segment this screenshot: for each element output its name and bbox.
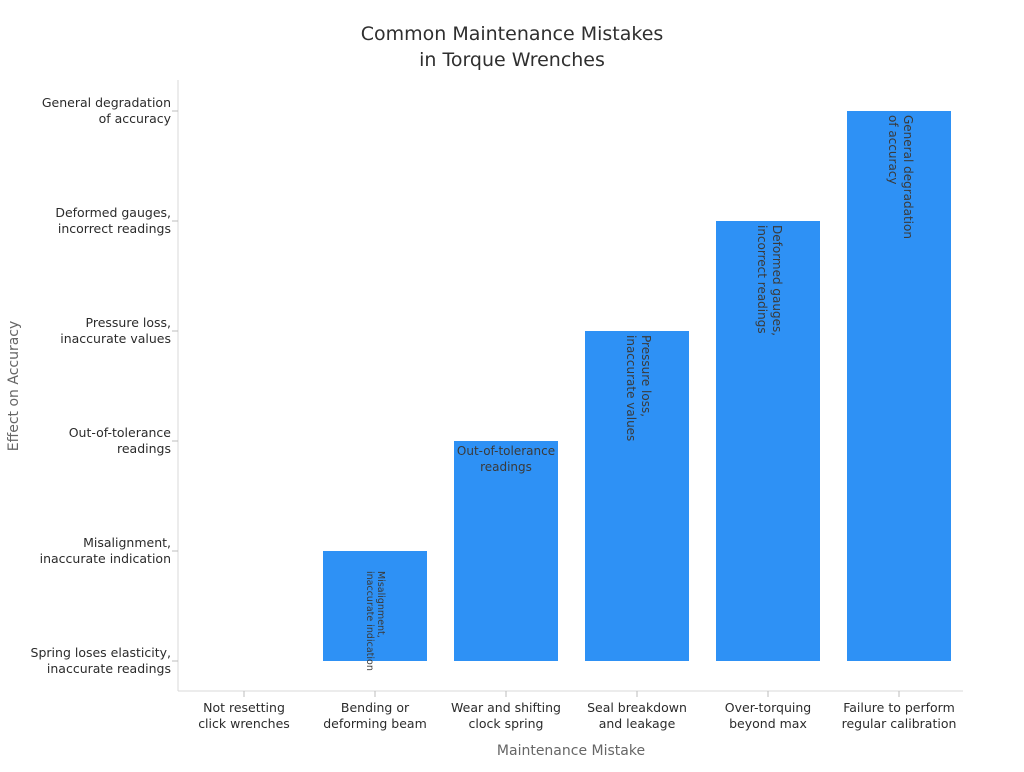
- y-tick-label-line: inaccurate readings: [47, 661, 171, 676]
- x-tick-label-line: regular calibration: [842, 716, 957, 731]
- x-tick-label-line: and leakage: [599, 716, 676, 731]
- bar-data-label-line: General degradation: [902, 115, 916, 239]
- chart-title-line: in Torque Wrenches: [419, 49, 605, 71]
- y-tick-label: Pressure loss, inaccurate values: [60, 315, 171, 346]
- y-tick-label: Misalignment, inaccurate indication: [40, 535, 171, 566]
- y-tick-label-line: Spring loses elasticity,: [31, 645, 171, 660]
- x-tick-label: Not resetting click wrenches: [198, 700, 290, 731]
- bar-data-label: General degradationof accuracy: [887, 115, 916, 239]
- bar-data-label: Misalignment,inaccurate indication: [365, 571, 387, 671]
- bar: [585, 331, 689, 661]
- x-tick-label-line: Wear and shifting: [451, 700, 561, 715]
- x-tick-label: Seal breakdown and leakage: [587, 700, 687, 731]
- y-tick-label-line: Pressure loss,: [86, 315, 171, 330]
- x-tick-label-line: Seal breakdown: [587, 700, 687, 715]
- bar-data-label: Deformed gauges,incorrect readings: [756, 225, 785, 336]
- bar-data-label-line: of accuracy: [887, 115, 901, 185]
- y-tick-label-line: of accuracy: [99, 111, 172, 126]
- bar-data-label: Out-of-tolerance readings: [457, 444, 555, 474]
- y-axis-title: Effect on Accuracy: [6, 321, 22, 452]
- x-tick-label-line: Failure to perform: [843, 700, 955, 715]
- bar-data-label-line: inaccurate values: [625, 335, 639, 441]
- bar: [454, 441, 558, 661]
- x-tick-label: Wear and shifting clock spring: [451, 700, 561, 731]
- bar-data-label: Pressure loss,inaccurate values: [625, 335, 654, 441]
- y-tick-label: General degradation of accuracy: [42, 95, 172, 126]
- x-tick-label-line: deforming beam: [323, 716, 427, 731]
- y-tick-label-line: Out-of-tolerance: [69, 425, 172, 440]
- chart-title: Common Maintenance Mistakes in Torque Wre…: [361, 23, 664, 71]
- bar-data-label-line: Deformed gauges,: [771, 225, 785, 336]
- x-tick-label-line: click wrenches: [198, 716, 290, 731]
- bar-data-label-line: Pressure loss,: [640, 335, 654, 417]
- y-tick-label: Out-of-tolerance readings: [69, 425, 172, 456]
- x-tick-label: Failure to perform regular calibration: [842, 700, 957, 731]
- x-tick-label-line: clock spring: [469, 716, 544, 731]
- bar: [847, 111, 951, 661]
- y-tick-label-line: readings: [117, 441, 171, 456]
- y-tick-label: Deformed gauges, incorrect readings: [55, 205, 171, 236]
- y-tick-label-line: Deformed gauges,: [55, 205, 171, 220]
- x-tick-label-line: Over-torquing: [725, 700, 811, 715]
- y-tick-label-line: inaccurate values: [60, 331, 171, 346]
- bar-data-label-line: Misalignment,: [376, 571, 387, 638]
- x-tick-label: Bending or deforming beam: [323, 700, 427, 731]
- x-axis-title: Maintenance Mistake: [497, 743, 645, 759]
- bar: [323, 551, 427, 661]
- y-tick-label: Spring loses elasticity, inaccurate readi…: [31, 645, 171, 676]
- y-tick-label-line: General degradation: [42, 95, 171, 110]
- y-tick-label-line: Misalignment,: [83, 535, 171, 550]
- x-tick-label-line: beyond max: [729, 716, 807, 731]
- bar-data-label-line: Out-of-tolerance: [457, 444, 555, 458]
- y-tick-label-line: inaccurate indication: [40, 551, 171, 566]
- bar-data-label-line: readings: [480, 460, 532, 474]
- x-tick-label: Over-torquing beyond max: [725, 700, 811, 731]
- bar-data-label-line: inaccurate indication: [365, 571, 376, 671]
- x-tick-label-line: Not resetting: [203, 700, 285, 715]
- y-tick-label-line: incorrect readings: [58, 221, 171, 236]
- bar: [716, 221, 820, 661]
- bar-data-label-line: incorrect readings: [756, 225, 770, 334]
- x-tick-label-line: Bending or: [341, 700, 410, 715]
- chart-title-line: Common Maintenance Mistakes: [361, 23, 664, 45]
